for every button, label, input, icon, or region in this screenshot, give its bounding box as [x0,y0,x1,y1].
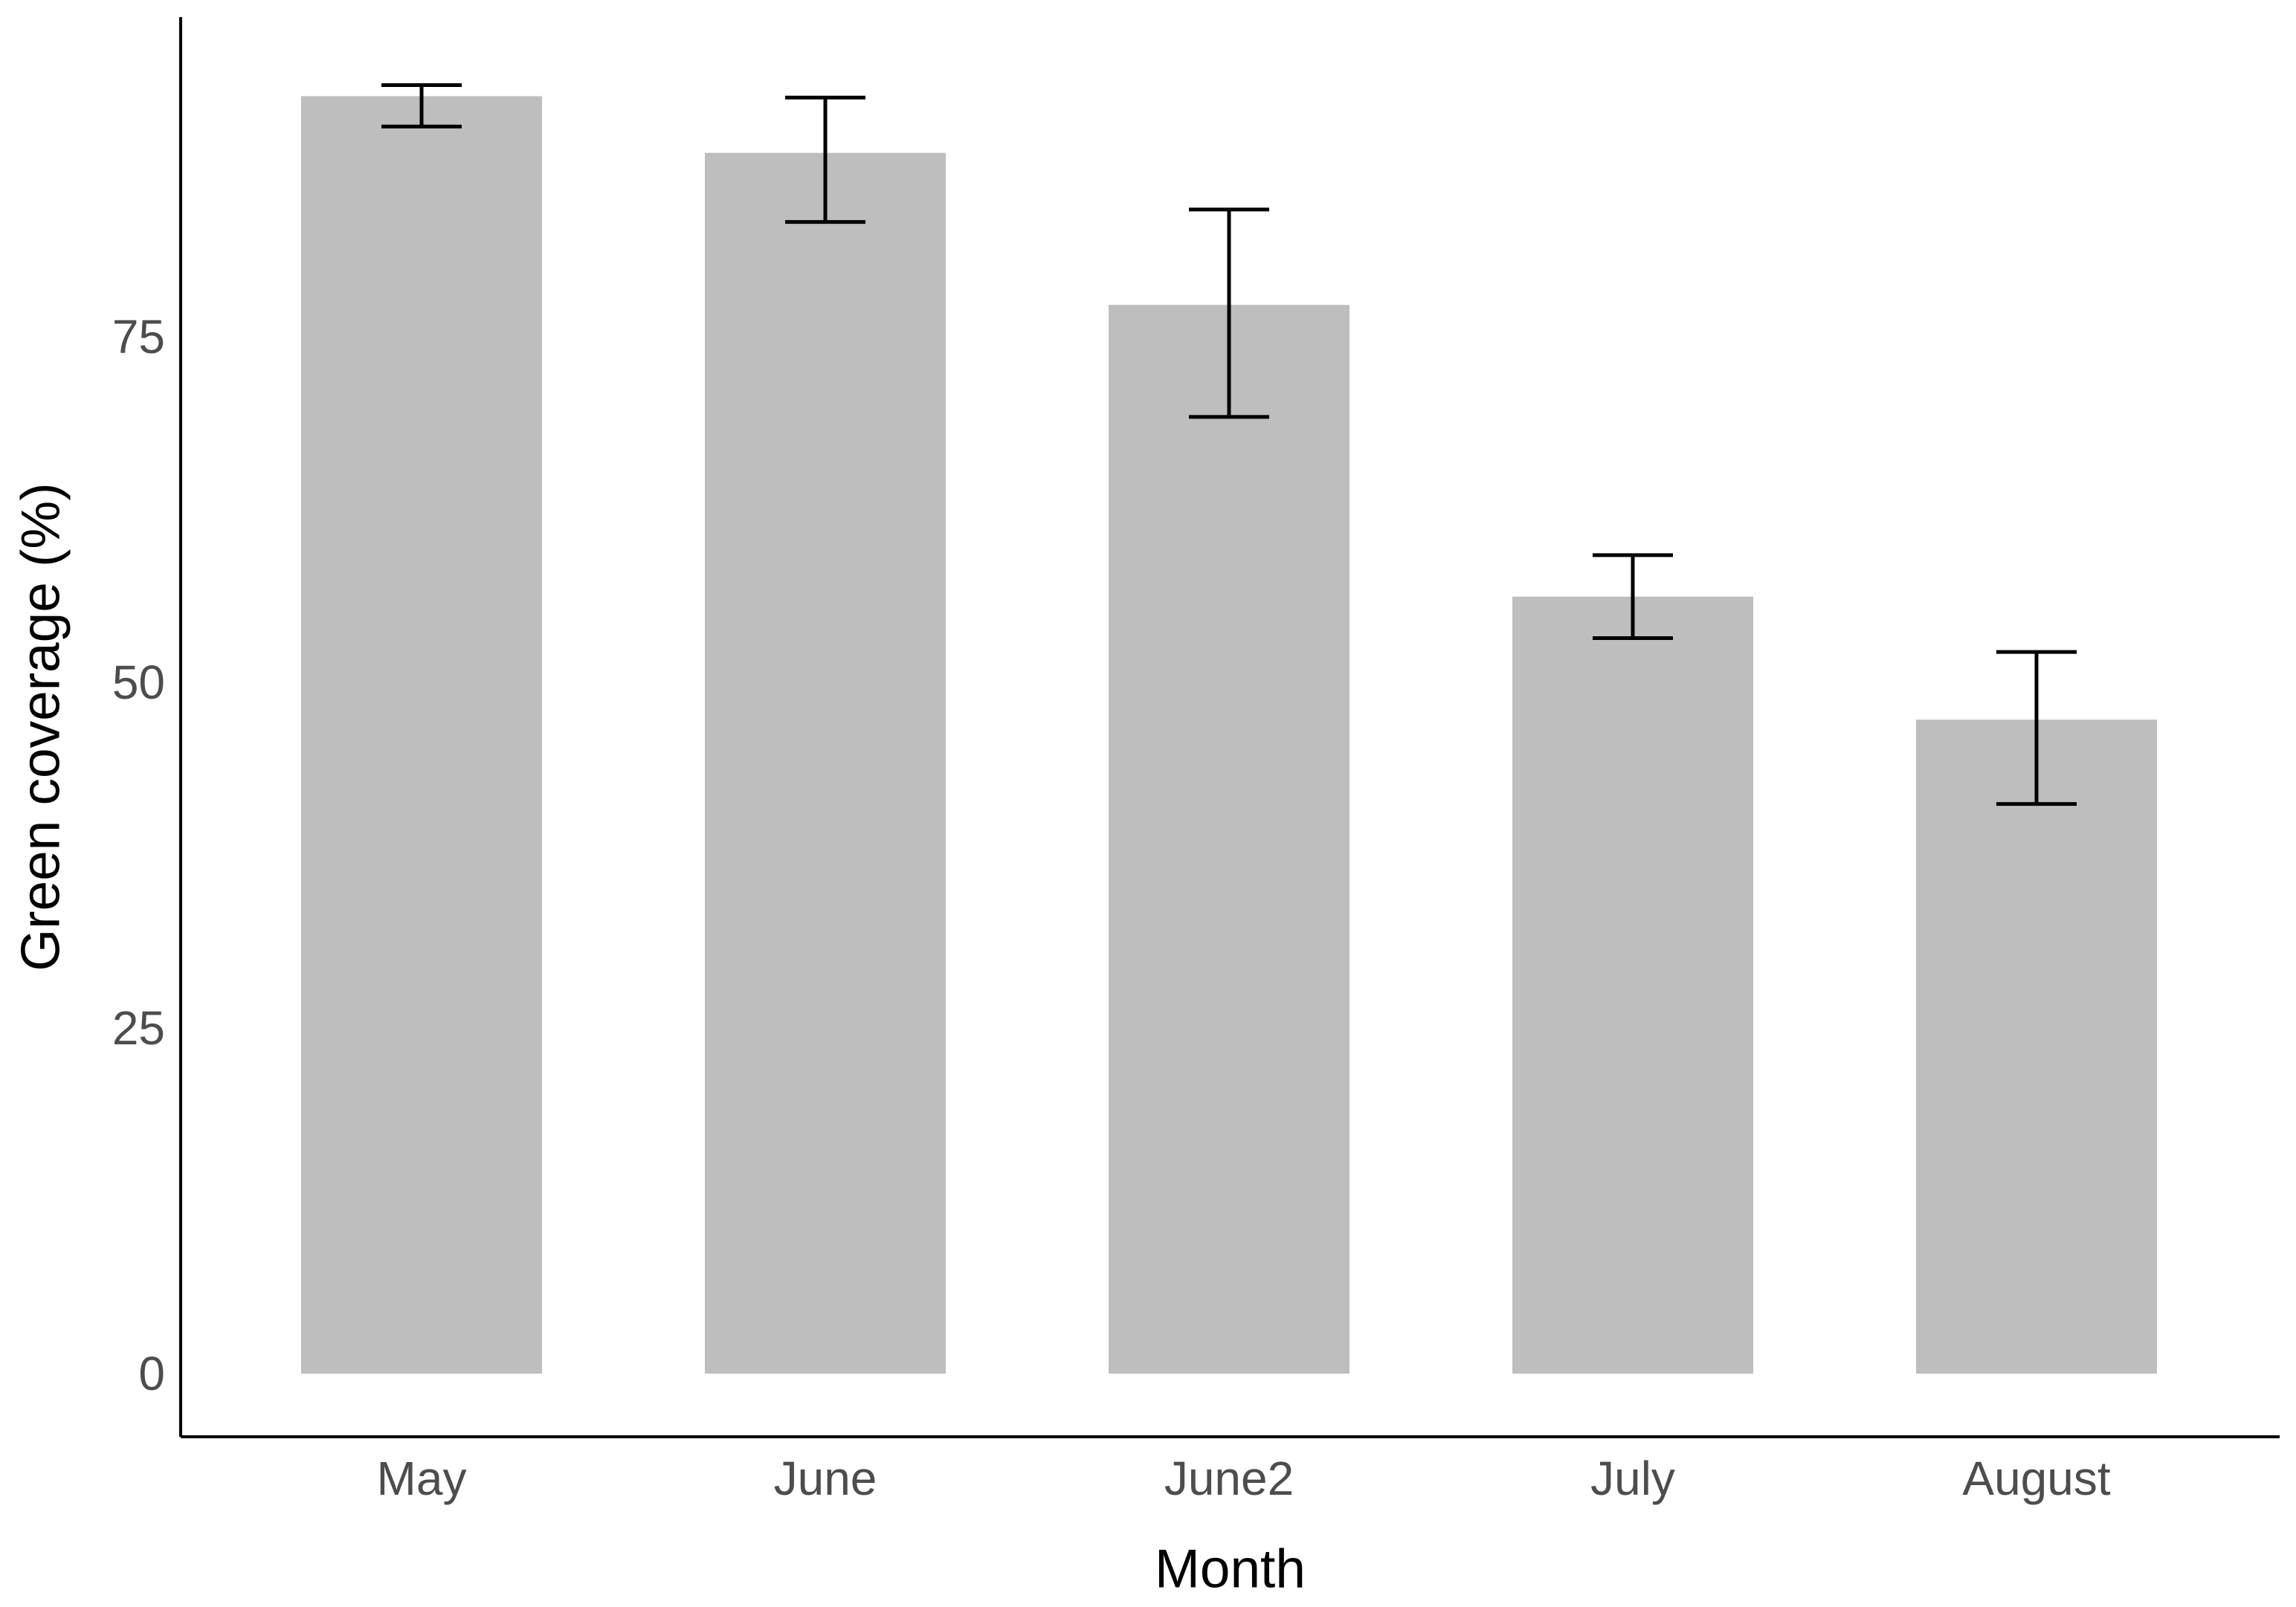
error-bar-june [785,95,865,224]
x-tick-label-june2: June2 [1164,1452,1294,1505]
error-bar-june2 [1189,207,1269,419]
bar-june2 [1109,305,1349,1374]
x-tick-label-june: June [774,1452,877,1505]
y-tick-label-25: 25 [112,1001,165,1055]
bar-july [1512,596,1753,1374]
x-tick-label-july: July [1590,1452,1675,1505]
error-bar-may [381,83,462,129]
bar-may [301,96,542,1374]
y-tick-label-0: 0 [138,1347,165,1400]
x-tick-label-may: May [377,1452,467,1505]
y-tick-label-75: 75 [112,310,165,363]
x-tick-label-august: August [1962,1452,2110,1505]
bar-june [705,152,946,1374]
error-bar-august [1996,650,2077,806]
x-axis-title: Month [1155,1539,1306,1600]
error-bar-july [1593,553,1673,640]
y-axis-title: Green coverage (%) [11,482,71,971]
y-tick-label-50: 50 [112,656,165,709]
bar-august [1916,720,2157,1374]
